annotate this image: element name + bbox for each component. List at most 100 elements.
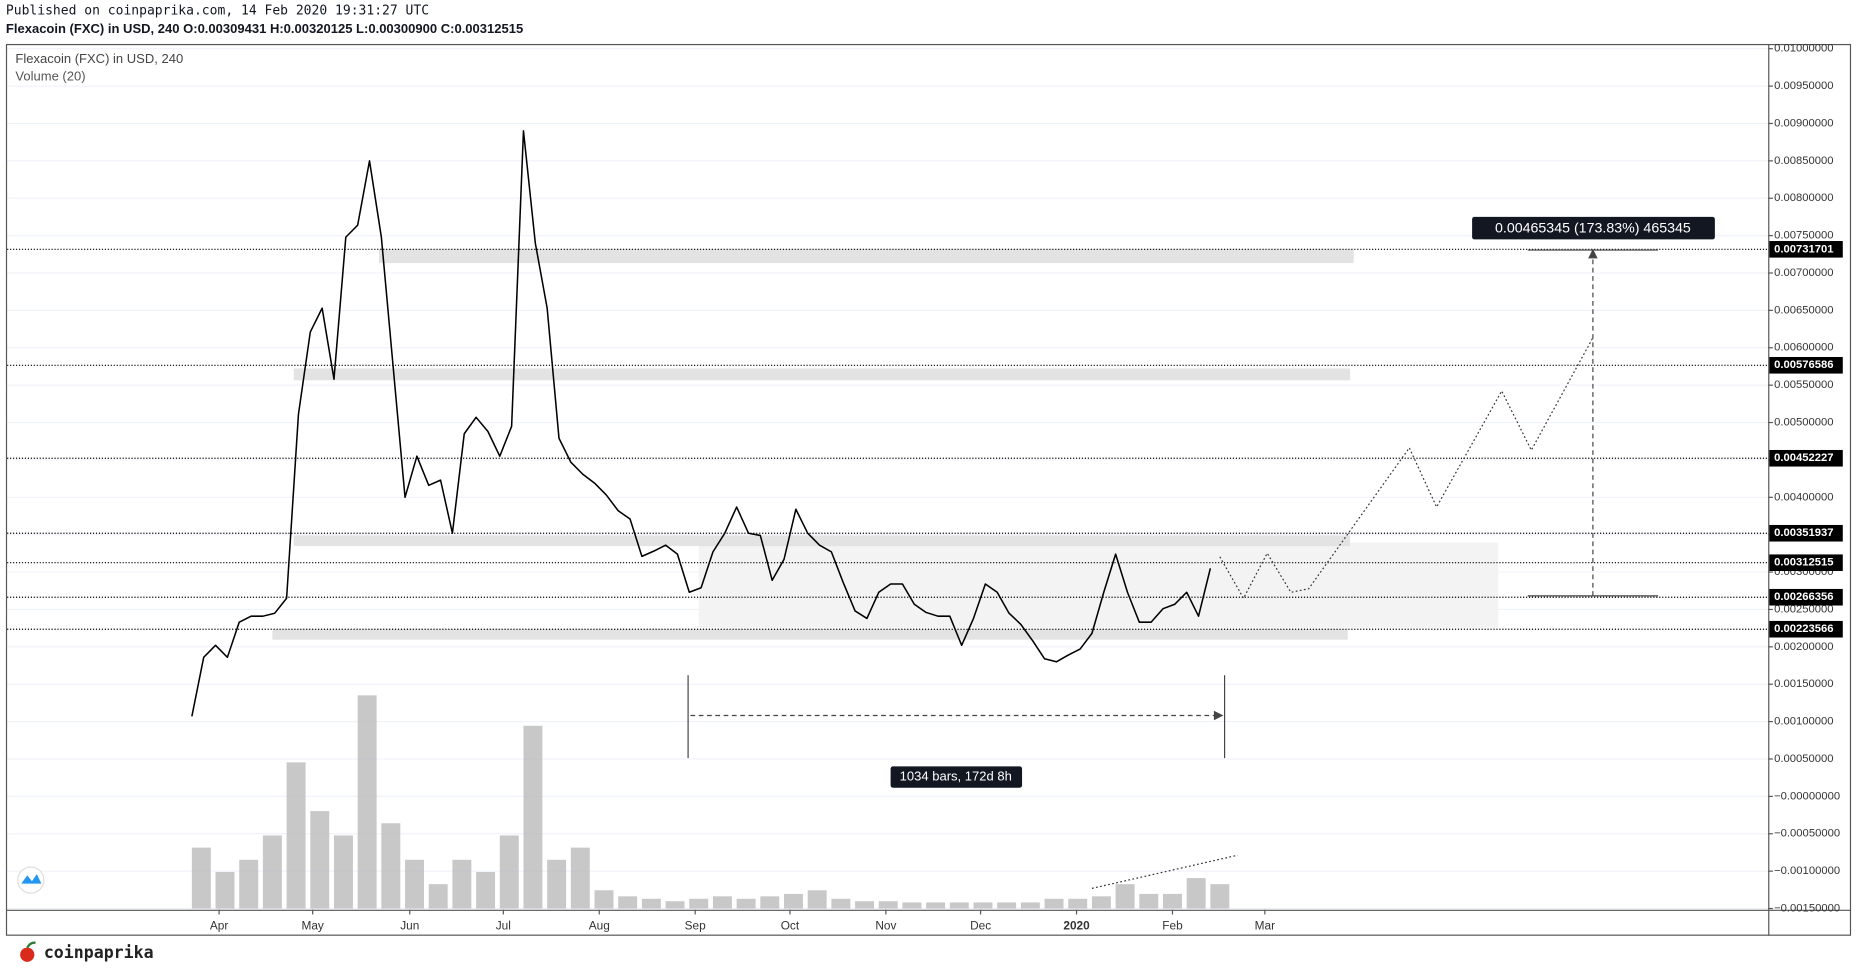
level-label: 0.00452227 <box>1774 452 1833 464</box>
y-tick-label: 0.00150000 <box>1774 678 1833 690</box>
grid-layer <box>7 48 1769 910</box>
volume-bar <box>357 695 377 909</box>
measure-label-box <box>1472 216 1715 240</box>
y-tick-label: 0.00550000 <box>1774 379 1833 391</box>
volume-bar <box>712 896 732 909</box>
price-line <box>191 130 1212 717</box>
x-tick-label: Oct <box>781 918 800 932</box>
y-tick-label: 0.00900000 <box>1774 117 1833 129</box>
level-label: 0.00576586 <box>1774 359 1833 371</box>
x-tick-label: Aug <box>589 918 610 932</box>
brand-icon <box>26 941 36 949</box>
volume-bar <box>286 762 306 909</box>
level-label-box <box>1769 554 1843 572</box>
level-label-box <box>1769 356 1843 374</box>
y-tick-label: 0.00750000 <box>1774 230 1833 242</box>
level-label-box <box>1769 620 1843 638</box>
y-tick-label: 0.00500000 <box>1774 417 1833 429</box>
zone <box>272 629 1348 640</box>
brand-icon <box>20 947 35 962</box>
volume-bar <box>1139 893 1159 909</box>
volume-bar <box>689 898 709 909</box>
volume-bar <box>807 890 827 909</box>
range-zone <box>698 542 1499 628</box>
x-tick-label: Sep <box>685 918 706 932</box>
brand: coinpaprika <box>44 943 154 962</box>
published-line: Published on coinpaprika.com, 14 Feb 202… <box>6 3 429 18</box>
x-tick-label: 2020 <box>1063 918 1090 932</box>
volume-bar <box>760 896 780 909</box>
volume-bar <box>547 859 567 909</box>
x-tick-label: Apr <box>210 918 228 932</box>
x-tick-label: Dec <box>970 918 991 932</box>
level-label: 0.00312515 <box>1774 557 1833 569</box>
volume-bar <box>997 902 1017 909</box>
legend-price: Flexacoin (FXC) in USD, 240 <box>15 51 183 66</box>
y-tick-label: 0.00800000 <box>1774 192 1833 204</box>
volume-bar <box>1115 884 1135 909</box>
volume-bar <box>405 859 424 909</box>
x-tick-label: Jul <box>496 918 511 932</box>
axis-layer: 0.01000000 0.00950000 0.00900000 0.00850000… <box>210 43 1843 932</box>
volume-bar <box>570 847 590 909</box>
volume-bar <box>191 847 211 909</box>
level-label: 0.00223566 <box>1774 623 1833 635</box>
volume-bar <box>499 835 519 909</box>
volume-bar <box>310 811 330 909</box>
measure-label-box <box>890 766 1023 788</box>
volume-bar <box>973 902 993 909</box>
zone <box>378 248 1354 264</box>
level-label-box <box>1769 588 1843 606</box>
projection-path <box>1219 337 1594 600</box>
volume-bar <box>262 835 282 909</box>
y-tick-label: 0.00250000 <box>1774 603 1833 615</box>
y-tick-label: −0.00100000 <box>1774 865 1840 877</box>
volume-bar <box>1091 896 1111 909</box>
volume-bar <box>1068 898 1088 909</box>
volume-bar <box>1162 893 1182 909</box>
y-tick-label: −0.00050000 <box>1774 828 1840 840</box>
volume-bar <box>641 898 661 909</box>
y-tick-label: 0.00850000 <box>1774 155 1833 167</box>
measure-arrow <box>1213 710 1224 721</box>
volume-bar <box>618 896 638 909</box>
volume-bar <box>452 859 472 909</box>
measure-label: 0.00465345 (173.83%) 465345 <box>1495 220 1691 236</box>
volume-bar <box>523 725 543 909</box>
y-tick-label: 0.00050000 <box>1774 753 1833 765</box>
volume-trend <box>1091 854 1238 889</box>
volume-bar <box>1044 898 1064 909</box>
legend-volume: Volume (20) <box>15 69 85 84</box>
volume-bar <box>333 835 353 909</box>
volume-bar <box>428 884 448 909</box>
volume-bar <box>878 901 898 909</box>
y-tick-label: 0.00700000 <box>1774 267 1833 279</box>
volume-bar <box>1020 902 1040 909</box>
volume-bar <box>239 859 259 909</box>
zone <box>293 368 1351 381</box>
measure-label: 1034 bars, 172d 8h <box>900 769 1012 784</box>
y-tick-label: 0.00950000 <box>1774 80 1833 92</box>
volume-bar <box>594 890 614 909</box>
volume-bar <box>215 871 235 909</box>
x-tick-label: Nov <box>875 918 896 932</box>
y-tick-label: 0.00650000 <box>1774 304 1833 316</box>
volume-bar <box>831 898 851 909</box>
volume-bar <box>902 902 922 909</box>
y-tick-label: 0.00400000 <box>1774 491 1833 503</box>
level-label-box <box>1769 449 1843 467</box>
y-tick-label: −0.00150000 <box>1774 902 1840 914</box>
volume-bar <box>926 902 946 909</box>
volume-bar <box>665 901 685 909</box>
x-tick-label: May <box>301 918 323 932</box>
volume-bar <box>1186 878 1206 909</box>
frame <box>5 43 1852 936</box>
y-tick-label: 0.00100000 <box>1774 716 1833 728</box>
y-tick-label: 0.01000000 <box>1774 43 1833 55</box>
y-tick-label: 0.00200000 <box>1774 641 1833 653</box>
logo-icon <box>21 874 42 884</box>
y-tick-label: 0.00600000 <box>1774 342 1833 354</box>
